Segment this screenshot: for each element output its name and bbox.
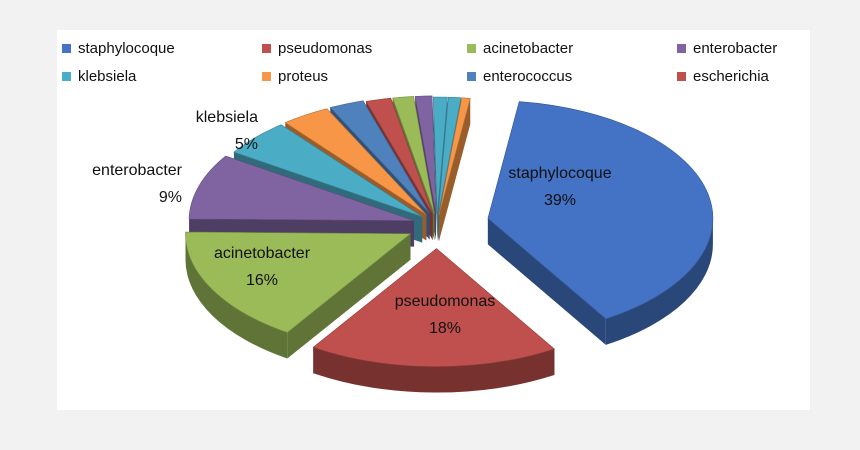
data-label-name-enterobacter: enterobacter [92,162,183,179]
legend-swatch-acinetobacter [467,44,476,53]
pie-slice-staphylocoque [487,101,714,345]
data-label-percent-enterobacter: 9% [159,189,182,206]
legend-swatch-klebsiela [62,72,71,81]
data-label-name-staphylocoque: staphylocoque [508,165,611,182]
data-label-name-acinetobacter: acinetobacter [214,245,311,262]
data-label-percent-staphylocoque: 39% [544,192,576,209]
legend: staphylocoque pseudomonas acinetobacter ent… [62,40,777,85]
data-label-name-pseudomonas: pseudomonas [395,293,496,310]
pie-slice-pseudomonas [312,248,555,393]
data-label-percent-klebsiela: 5% [235,136,258,153]
data-label-name-klebsiela: klebsiela [196,109,258,126]
legend-label-enterococcus: enterococcus [483,68,572,85]
legend-label-acinetobacter: acinetobacter [483,40,573,57]
legend-swatch-pseudomonas [262,44,271,53]
data-label-percent-pseudomonas: 18% [429,320,461,337]
data-labels: staphylocoque 39% pseudomonas 18% acinetobac… [92,109,612,337]
pie-chart: staphylocoque pseudomonas acinetobacter ent… [62,40,777,393]
legend-swatch-staphylocoque [62,44,71,53]
legend-label-staphylocoque: staphylocoque [78,40,175,57]
legend-swatch-enterococcus [467,72,476,81]
legend-label-klebsiela: klebsiela [78,68,137,85]
pie-slices [185,95,714,393]
legend-label-pseudomonas: pseudomonas [278,40,372,57]
legend-label-escherichia: escherichia [693,68,770,85]
pie-slice-acinetobacter [185,231,412,359]
legend-swatch-proteus [262,72,271,81]
legend-label-enterobacter: enterobacter [693,40,777,57]
pie-slice-other-5 [438,97,471,242]
legend-swatch-escherichia [677,72,686,81]
chart-panel: staphylocoque pseudomonas acinetobacter ent… [57,30,810,410]
data-label-percent-acinetobacter: 16% [246,272,278,289]
legend-label-proteus: proteus [278,68,328,85]
legend-swatch-enterobacter [677,44,686,53]
